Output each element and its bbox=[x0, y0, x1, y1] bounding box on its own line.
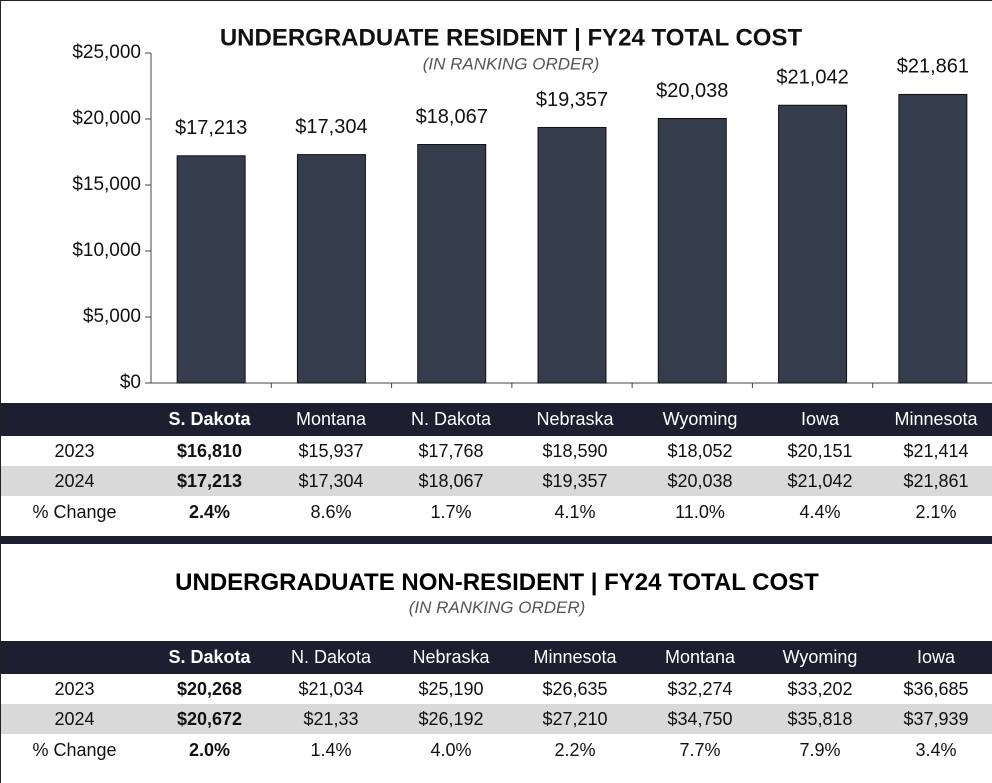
y-tick-label: $15,000 bbox=[72, 174, 141, 195]
table-row: 2023 $20,268 $21,034 $25,190 $26,635 $32,274 $… bbox=[1, 674, 992, 704]
y-tick-label: $10,000 bbox=[72, 240, 141, 261]
table-cell: $21,414 bbox=[903, 440, 969, 461]
table-cell: $21,042 bbox=[787, 470, 853, 491]
chart-title: UNDERGRADUATE RESIDENT | FY24 TOTAL COST bbox=[220, 24, 803, 51]
table-cell: $18,052 bbox=[667, 440, 733, 461]
value-label: $21,861 bbox=[897, 56, 969, 78]
table-cell: 4.4% bbox=[799, 502, 841, 522]
header-cell: S. Dakota bbox=[168, 409, 251, 429]
table-row: 2024 $17,213 $17,304 $18,067 $19,357 $20,038 $… bbox=[1, 466, 992, 496]
nonresident-table: S. Dakota N. Dakota Nebraska Minnesota Monta… bbox=[1, 641, 992, 767]
table-cell: $16,810 bbox=[176, 440, 243, 461]
table-cell: 1.4% bbox=[310, 740, 352, 760]
row-label: % Change bbox=[32, 502, 117, 522]
chart-subtitle: (IN RANKING ORDER) bbox=[423, 54, 600, 73]
value-label: $18,067 bbox=[416, 106, 488, 128]
header-cell: Iowa bbox=[800, 409, 840, 429]
chart: UNDERGRADUATE RESIDENT | FY24 TOTAL COST… bbox=[72, 24, 992, 393]
table-cell: $21,33 bbox=[303, 708, 359, 729]
table-cell: $15,937 bbox=[298, 440, 364, 461]
header-cell: S. Dakota bbox=[168, 647, 251, 667]
section-subtitle: (IN RANKING ORDER) bbox=[408, 598, 586, 617]
header-cell: Minnesota bbox=[894, 409, 978, 429]
table-cell: $20,268 bbox=[176, 678, 243, 699]
bar bbox=[898, 93, 968, 384]
table-cell: $34,750 bbox=[667, 708, 733, 729]
header-cell: Nebraska bbox=[412, 647, 490, 667]
bar bbox=[657, 117, 727, 384]
section-title: UNDERGRADUATE NON-RESIDENT | FY24 TOTAL … bbox=[175, 569, 819, 596]
table-cell: $20,151 bbox=[787, 440, 853, 461]
header-cell: Nebraska bbox=[536, 409, 614, 429]
value-label: $20,038 bbox=[656, 80, 728, 102]
table-cell: $18,590 bbox=[542, 440, 608, 461]
header-cell: Wyoming bbox=[782, 647, 858, 667]
separator bbox=[1, 536, 992, 544]
value-label: $19,357 bbox=[536, 89, 608, 111]
table-cell: 3.4% bbox=[915, 740, 957, 760]
header-row: S. Dakota N. Dakota Nebraska Minnesota Monta… bbox=[1, 641, 992, 674]
header-cell: Wyoming bbox=[662, 409, 738, 429]
table-cell: $26,635 bbox=[542, 678, 608, 699]
table-cell: $33,202 bbox=[787, 678, 853, 699]
row-label: % Change bbox=[32, 740, 117, 760]
table-cell: $35,818 bbox=[787, 708, 853, 729]
table-cell: $18,067 bbox=[418, 470, 484, 491]
table-cell: $21,861 bbox=[903, 470, 969, 491]
value-label: $17,304 bbox=[295, 116, 367, 138]
table-cell: $37,939 bbox=[903, 708, 969, 729]
bar bbox=[417, 144, 487, 384]
row-label: 2024 bbox=[54, 708, 95, 729]
table-cell: $19,357 bbox=[542, 470, 608, 491]
table-cell: 7.7% bbox=[679, 740, 721, 760]
table-cell: 1.7% bbox=[430, 502, 472, 522]
header-row: S. Dakota Montana N. Dakota Nebraska Wyoming… bbox=[1, 403, 992, 436]
table-row: 2023 $16,810 $15,937 $17,768 $18,590 $18,052 $… bbox=[1, 436, 992, 466]
header-cell: N. Dakota bbox=[410, 409, 492, 429]
table-cell: 2.1% bbox=[915, 502, 957, 522]
table-cell: $36,685 bbox=[903, 678, 969, 699]
table-cell: 7.9% bbox=[799, 740, 841, 760]
value-label: $17,213 bbox=[175, 117, 247, 139]
y-tick-label: $25,000 bbox=[72, 42, 141, 63]
table-row: 2024 $20,672 $21,33 $26,192 $27,210 $34,750 $3… bbox=[1, 704, 992, 734]
row-label: 2023 bbox=[54, 678, 95, 699]
resident-table: S. Dakota Montana N. Dakota Nebraska Wyoming… bbox=[1, 403, 992, 529]
table-cell: $20,038 bbox=[667, 470, 733, 491]
row-label: 2024 bbox=[54, 470, 95, 491]
row-label: 2023 bbox=[54, 440, 95, 461]
table-cell: 4.0% bbox=[430, 740, 472, 760]
y-tick-label: $20,000 bbox=[72, 108, 141, 129]
table-row: % Change 2.0% 1.4% 4.0% 2.2% 7.7% 7.9% 3.4% bbox=[1, 734, 992, 767]
header-cell: Montana bbox=[295, 409, 367, 429]
table-cell: $26,192 bbox=[418, 708, 484, 729]
bar bbox=[778, 104, 848, 384]
table-row: % Change 2.4% 8.6% 1.7% 4.1% 11.0% 4.4% 2.1% bbox=[1, 496, 992, 529]
table-cell: 11.0% bbox=[675, 502, 725, 522]
header-cell: Montana bbox=[664, 647, 736, 667]
header-cell: Minnesota bbox=[533, 647, 617, 667]
header-cell: N. Dakota bbox=[290, 647, 372, 667]
bar bbox=[176, 155, 246, 384]
value-label: $21,042 bbox=[776, 67, 848, 89]
y-tick-label: $0 bbox=[120, 372, 141, 393]
table-cell: $20,672 bbox=[176, 708, 243, 729]
header-cell: Iowa bbox=[916, 647, 956, 667]
table-cell: $17,304 bbox=[298, 470, 364, 491]
table-cell: $17,213 bbox=[176, 470, 243, 491]
table-cell: $17,768 bbox=[418, 440, 484, 461]
table-cell: $32,274 bbox=[667, 678, 733, 699]
table-cell: $21,034 bbox=[298, 678, 364, 699]
table-cell: 8.6% bbox=[310, 502, 352, 522]
table-cell: $25,190 bbox=[418, 678, 484, 699]
y-tick-label: $5,000 bbox=[83, 306, 141, 327]
table-cell: 2.4% bbox=[188, 502, 231, 522]
table-cell: 2.0% bbox=[188, 740, 231, 760]
bar bbox=[537, 126, 607, 384]
bar bbox=[296, 154, 366, 384]
table-cell: 2.2% bbox=[554, 740, 596, 760]
table-cell: 4.1% bbox=[554, 502, 596, 522]
table-cell: $27,210 bbox=[542, 708, 608, 729]
